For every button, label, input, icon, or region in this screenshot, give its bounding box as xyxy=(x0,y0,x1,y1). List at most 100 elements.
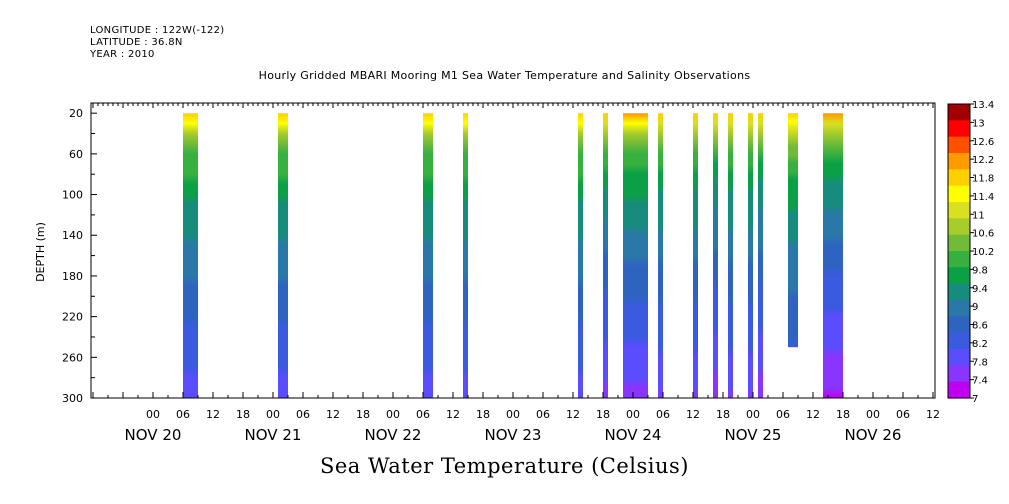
profile-bar xyxy=(658,113,663,398)
colorbar-swatch xyxy=(948,202,970,219)
y-tick-label: 140 xyxy=(62,229,83,242)
plot-frame xyxy=(90,102,936,399)
colorbar-label: 9 xyxy=(972,302,978,313)
hour-tick-label: 06 xyxy=(656,408,670,421)
colorbar-swatch xyxy=(948,251,970,268)
y-axis-label: DEPTH (m) xyxy=(34,222,47,282)
plot-axes: 20 60 100 140 180 220 260 300 00 06 12 18 00 06 12 18 00… xyxy=(62,102,940,444)
profile-bar xyxy=(748,113,753,398)
hour-tick-label: 12 xyxy=(686,408,700,421)
colorbar-label: 12.6 xyxy=(972,137,994,148)
hour-tick-label: 12 xyxy=(446,408,460,421)
day-label: NOV 24 xyxy=(605,426,662,444)
colorbar-label: 9.4 xyxy=(972,284,988,295)
y-tick-label: 20 xyxy=(69,107,83,120)
profile-bar xyxy=(423,113,433,398)
y-tick-label: 260 xyxy=(62,351,83,364)
colorbar-swatch xyxy=(948,349,970,366)
latitude-label: LATITUDE : 36.8N xyxy=(90,37,183,48)
colorbar-swatch xyxy=(948,185,970,203)
day-label: NOV 25 xyxy=(725,426,782,444)
hour-tick-label: 00 xyxy=(746,408,760,421)
colorbar-swatch xyxy=(948,120,970,138)
colorbar-swatch xyxy=(948,300,970,317)
profile-bar xyxy=(278,113,288,398)
hour-tick-label: 12 xyxy=(326,408,340,421)
colorbar-label: 8.6 xyxy=(972,321,988,332)
profile-bar xyxy=(693,113,698,398)
hour-tick-label: 18 xyxy=(236,408,250,421)
y-tick-label: 60 xyxy=(69,148,83,161)
profile-bar xyxy=(728,113,733,398)
hour-tick-label: 00 xyxy=(866,408,880,421)
year-label: YEAR : 2010 xyxy=(90,49,155,60)
hour-tick-label: 00 xyxy=(626,408,640,421)
profile-bar xyxy=(788,113,798,348)
colorbar-swatch xyxy=(948,234,970,252)
profile-bar xyxy=(603,113,608,398)
y-tick-label: 100 xyxy=(62,189,83,202)
profile-bar xyxy=(758,113,763,398)
profile-bar xyxy=(183,113,198,398)
hour-tick-label: 06 xyxy=(416,408,430,421)
hour-tick-label: 18 xyxy=(716,408,730,421)
y-tick-label: 180 xyxy=(62,270,83,283)
colorbar-label: 8.2 xyxy=(972,339,988,350)
colorbar-swatch xyxy=(948,267,970,285)
hour-tick-label: 12 xyxy=(206,408,220,421)
hour-tick-label: 00 xyxy=(266,408,280,421)
profile-bar xyxy=(713,113,718,398)
hour-tick-label: 06 xyxy=(536,408,550,421)
colorbar-label: 13.4 xyxy=(972,100,994,111)
colorbar-swatch xyxy=(948,218,970,236)
hour-tick-label: 18 xyxy=(356,408,370,421)
hour-tick-label: 06 xyxy=(896,408,910,421)
colorbar-label: 10.6 xyxy=(972,229,994,240)
colorbar-swatch xyxy=(948,283,970,301)
day-label: NOV 21 xyxy=(245,426,302,444)
hour-tick-label: 12 xyxy=(806,408,820,421)
hour-tick-label: 12 xyxy=(566,408,580,421)
colorbar-label: 12.2 xyxy=(972,155,994,166)
colorbar-swatch xyxy=(948,153,970,170)
hour-tick-label: 06 xyxy=(776,408,790,421)
colorbar: 13.4 13 12.6 12.2 11.8 11.4 11 10.6 10.2 9.8 9.4 9 8… xyxy=(947,100,994,405)
hour-tick-label: 00 xyxy=(506,408,520,421)
profile-bar xyxy=(623,113,648,398)
hour-tick-label: 06 xyxy=(176,408,190,421)
colorbar-swatch xyxy=(948,169,970,187)
colorbar-label: 9.8 xyxy=(972,265,988,276)
colorbar-label: 7 xyxy=(972,394,978,405)
profile-bars xyxy=(183,113,843,398)
colorbar-swatch xyxy=(948,365,970,383)
colorbar-label: 11.8 xyxy=(972,174,994,185)
hour-tick-label: 00 xyxy=(386,408,400,421)
day-label: NOV 23 xyxy=(485,426,542,444)
longitude-label: LONGITUDE : 122W(-122) xyxy=(90,25,225,36)
day-label: NOV 20 xyxy=(125,426,182,444)
hour-tick-label: 18 xyxy=(596,408,610,421)
colorbar-swatch xyxy=(948,332,970,350)
y-tick-label: 220 xyxy=(62,311,83,324)
chart-title: Hourly Gridded MBARI Mooring M1 Sea Wate… xyxy=(258,69,751,82)
colorbar-label: 7.8 xyxy=(972,357,988,368)
profile-bar xyxy=(463,113,468,398)
day-label: NOV 22 xyxy=(365,426,422,444)
colorbar-swatch xyxy=(948,136,970,154)
colorbar-swatch xyxy=(948,104,970,121)
hour-tick-label: 18 xyxy=(476,408,490,421)
colorbar-label: 11.4 xyxy=(972,192,994,203)
hour-tick-label: 18 xyxy=(836,408,850,421)
day-label: NOV 26 xyxy=(845,426,902,444)
hour-tick-label: 12 xyxy=(926,408,940,421)
colorbar-label: 7.4 xyxy=(972,376,988,387)
profile-bar xyxy=(823,113,843,398)
colorbar-label: 13 xyxy=(972,118,985,129)
y-tick-label: 300 xyxy=(62,392,83,405)
colorbar-label: 10.2 xyxy=(972,247,994,258)
colorbar-swatch xyxy=(948,316,970,334)
hour-tick-label: 00 xyxy=(146,408,160,421)
colorbar-swatch xyxy=(948,381,970,399)
profile-bar xyxy=(578,113,583,398)
